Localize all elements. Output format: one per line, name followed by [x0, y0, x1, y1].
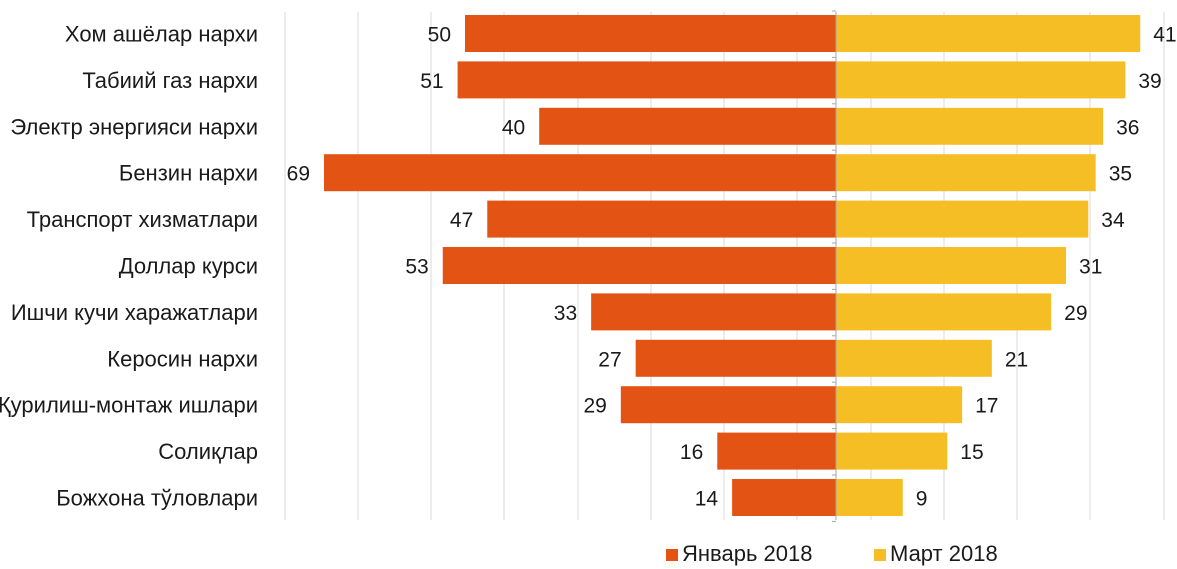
bar-march: [836, 293, 1052, 331]
data-label-march: 35: [1109, 163, 1132, 186]
data-label-march: 17: [975, 395, 998, 418]
bar-january: [442, 247, 836, 284]
category-label: Бензин нархи: [119, 161, 258, 186]
legend-swatch-january: [666, 549, 678, 561]
bar-january: [487, 200, 836, 238]
bar-january: [732, 479, 836, 516]
bar-january: [457, 61, 836, 99]
data-label-january: 53: [405, 256, 428, 279]
bar-january: [539, 107, 836, 145]
data-label-january: 27: [598, 348, 621, 371]
data-label-january: 16: [680, 441, 703, 464]
bar-march: [836, 386, 963, 424]
legend-label-january: Январь 2018: [682, 541, 812, 566]
category-label: Божхона тўловлари: [56, 486, 258, 511]
category-label: Солиқлар: [158, 439, 258, 464]
bar-march: [836, 61, 1126, 99]
data-label-january: 51: [420, 70, 443, 93]
category-label: Табиий газ нархи: [82, 68, 258, 93]
bar-march: [836, 107, 1104, 145]
data-label-january: 33: [554, 302, 577, 325]
data-label-january: 40: [502, 116, 525, 139]
data-label-march: 15: [960, 441, 983, 464]
bars: [324, 15, 1141, 516]
bar-january: [717, 432, 836, 470]
legend-swatch-march: [874, 549, 886, 561]
data-label-march: 36: [1116, 116, 1139, 139]
bar-march: [836, 479, 903, 516]
category-label: Қурилиш-монтаж ишлари: [0, 393, 258, 418]
category-label: Керосин нархи: [107, 346, 258, 371]
bar-march: [836, 15, 1141, 52]
bar-march: [836, 200, 1089, 238]
bar-march: [836, 247, 1067, 284]
data-label-january: 29: [583, 395, 606, 418]
category-label: Транспорт хизматлари: [27, 207, 258, 232]
bar-march: [836, 154, 1096, 192]
category-label: Электр энергияси нархи: [10, 114, 258, 139]
data-label-march: 34: [1101, 209, 1125, 232]
legend: Январь 2018 Март 2018: [666, 541, 998, 566]
bar-january: [620, 386, 836, 424]
data-label-march: 39: [1138, 70, 1161, 93]
data-label-march: 21: [1005, 348, 1028, 371]
bar-march: [836, 339, 992, 377]
data-label-january: 47: [450, 209, 473, 232]
data-label-january: 14: [695, 488, 719, 511]
category-label: Доллар курси: [119, 254, 258, 279]
labels: Хом ашёлар нархи 50 41 Табиий газ нархи 51 39…: [0, 22, 1177, 511]
legend-label-march: Март 2018: [890, 541, 998, 566]
data-label-march: 31: [1079, 256, 1102, 279]
category-label: Хом ашёлар нархи: [65, 22, 258, 47]
data-label-january: 69: [287, 163, 310, 186]
bar-january: [591, 293, 836, 331]
data-label-march: 29: [1064, 302, 1087, 325]
data-label-march: 41: [1153, 24, 1176, 47]
bar-january: [465, 15, 836, 52]
bar-january: [324, 154, 836, 192]
bar-march: [836, 432, 948, 470]
data-label-january: 50: [428, 24, 451, 47]
category-label: Ишчи кучи харажатлари: [11, 300, 258, 325]
bar-january: [635, 339, 836, 377]
data-label-march: 9: [916, 488, 928, 511]
